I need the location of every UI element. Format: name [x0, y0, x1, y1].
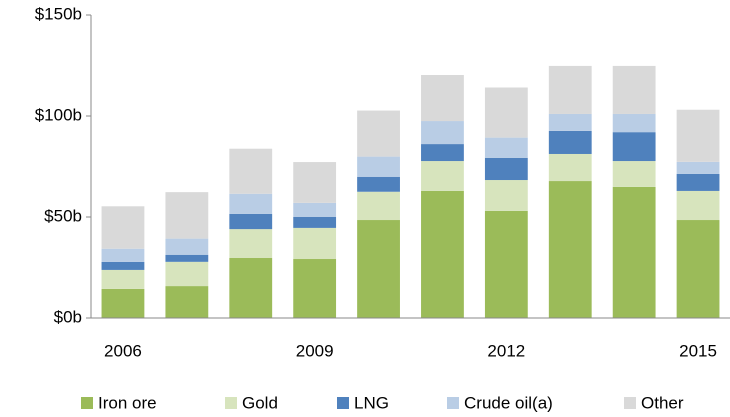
- bar-segment: [357, 176, 400, 192]
- bar-segment: [101, 288, 145, 318]
- legend-label: Crude oil(a): [464, 393, 553, 412]
- bar-segment: [165, 261, 209, 287]
- bar-segment: [165, 254, 209, 262]
- bar-segment: [612, 186, 656, 318]
- x-tick-label: 2012: [487, 341, 525, 360]
- bar-segment: [421, 190, 464, 318]
- bar-segment: [293, 162, 337, 203]
- bar-segment: [165, 286, 209, 318]
- legend-label: Other: [641, 393, 684, 412]
- bar-segment: [676, 161, 720, 174]
- bar-segment: [101, 261, 145, 270]
- bar-segment: [165, 192, 209, 239]
- bar-segment: [484, 137, 528, 158]
- legend-label: Gold: [242, 393, 278, 412]
- bar-segment: [357, 191, 400, 221]
- legend-swatch: [447, 397, 459, 409]
- bar-segment: [421, 144, 464, 162]
- y-tick-label: $100b: [35, 105, 82, 124]
- bar-segment: [293, 259, 337, 318]
- bar-segment: [484, 157, 528, 181]
- legend-label: Iron ore: [98, 393, 157, 412]
- x-tick-label: 2009: [296, 341, 334, 360]
- bar-segment: [612, 161, 656, 187]
- bar-segment: [101, 206, 145, 249]
- y-tick-label: $50b: [44, 206, 82, 225]
- bar-segment: [357, 110, 400, 157]
- bar-segment: [293, 202, 337, 217]
- bar-segment: [101, 269, 145, 289]
- bar-segment: [357, 156, 400, 177]
- bar-segment: [101, 248, 145, 262]
- bar-segment: [357, 220, 400, 318]
- bar-segment: [676, 220, 720, 318]
- bar-segment: [548, 181, 592, 318]
- bar-segment: [612, 132, 656, 162]
- bar-segment: [229, 229, 273, 259]
- bar-segment: [229, 258, 273, 318]
- x-tick-label: 2015: [679, 341, 717, 360]
- bar-segment: [165, 238, 209, 255]
- bar-segment: [548, 153, 592, 182]
- y-tick-label: $0b: [54, 307, 82, 326]
- bar-segment: [421, 74, 464, 122]
- bar-segment: [484, 210, 528, 318]
- legend-swatch: [225, 397, 237, 409]
- legend-swatch: [81, 397, 93, 409]
- y-tick-label: $150b: [35, 4, 82, 23]
- legend-label: LNG: [354, 393, 389, 412]
- bar-segment: [484, 180, 528, 211]
- bar-segment: [229, 193, 273, 214]
- legend-swatch: [337, 397, 349, 409]
- bar-segment: [612, 113, 656, 133]
- bar-segment: [421, 161, 464, 191]
- x-tick-label: 2006: [104, 341, 142, 360]
- legend-swatch: [624, 397, 636, 409]
- bar-segment: [484, 87, 528, 138]
- bar-segment: [229, 148, 273, 194]
- bar-segment: [293, 217, 337, 228]
- bar-segment: [548, 130, 592, 154]
- bar-segment: [548, 65, 592, 114]
- bar-segment: [229, 213, 273, 230]
- bar-segment: [293, 227, 337, 260]
- bar-segment: [676, 173, 720, 191]
- bar-segment: [548, 113, 592, 131]
- bar-segment: [676, 109, 720, 162]
- bar-segment: [421, 121, 464, 145]
- bar-segment: [612, 65, 656, 114]
- bar-segment: [676, 190, 720, 221]
